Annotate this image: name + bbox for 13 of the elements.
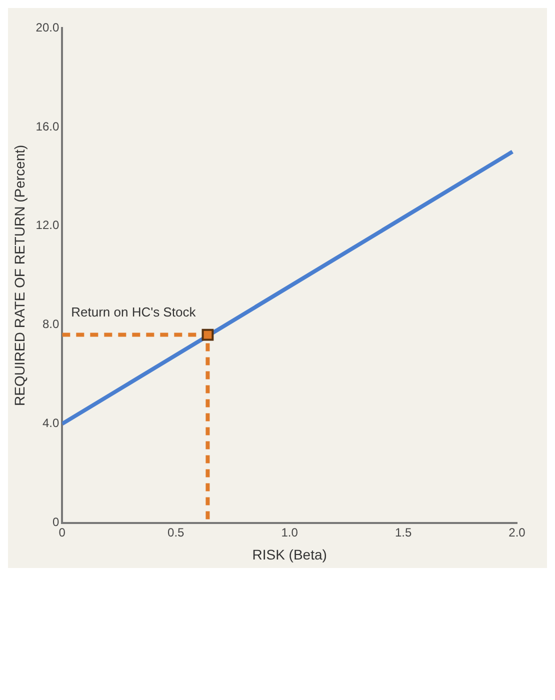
y-tick-label: 4.0 bbox=[42, 416, 60, 430]
y-tick-label: 0 bbox=[52, 515, 60, 530]
x-tick-label: 1.0 bbox=[281, 525, 298, 540]
x-tick-label: 0.5 bbox=[168, 525, 185, 540]
y-tick-label: 20.0 bbox=[36, 20, 60, 34]
annotation: Return on HC's Stock bbox=[71, 304, 196, 320]
y-axis-title: REQUIRED RATE OF RETURN (Percent) bbox=[11, 144, 28, 406]
x-axis-title: RISK (Beta) bbox=[252, 546, 327, 562]
y-tick-label: 8.0 bbox=[42, 317, 60, 332]
y-tick-label: 12.0 bbox=[36, 218, 60, 232]
x-tick-label: 1.5 bbox=[394, 525, 412, 540]
y-tick-label: 16.0 bbox=[36, 119, 60, 134]
x-tick-label: 2.0 bbox=[508, 525, 526, 540]
